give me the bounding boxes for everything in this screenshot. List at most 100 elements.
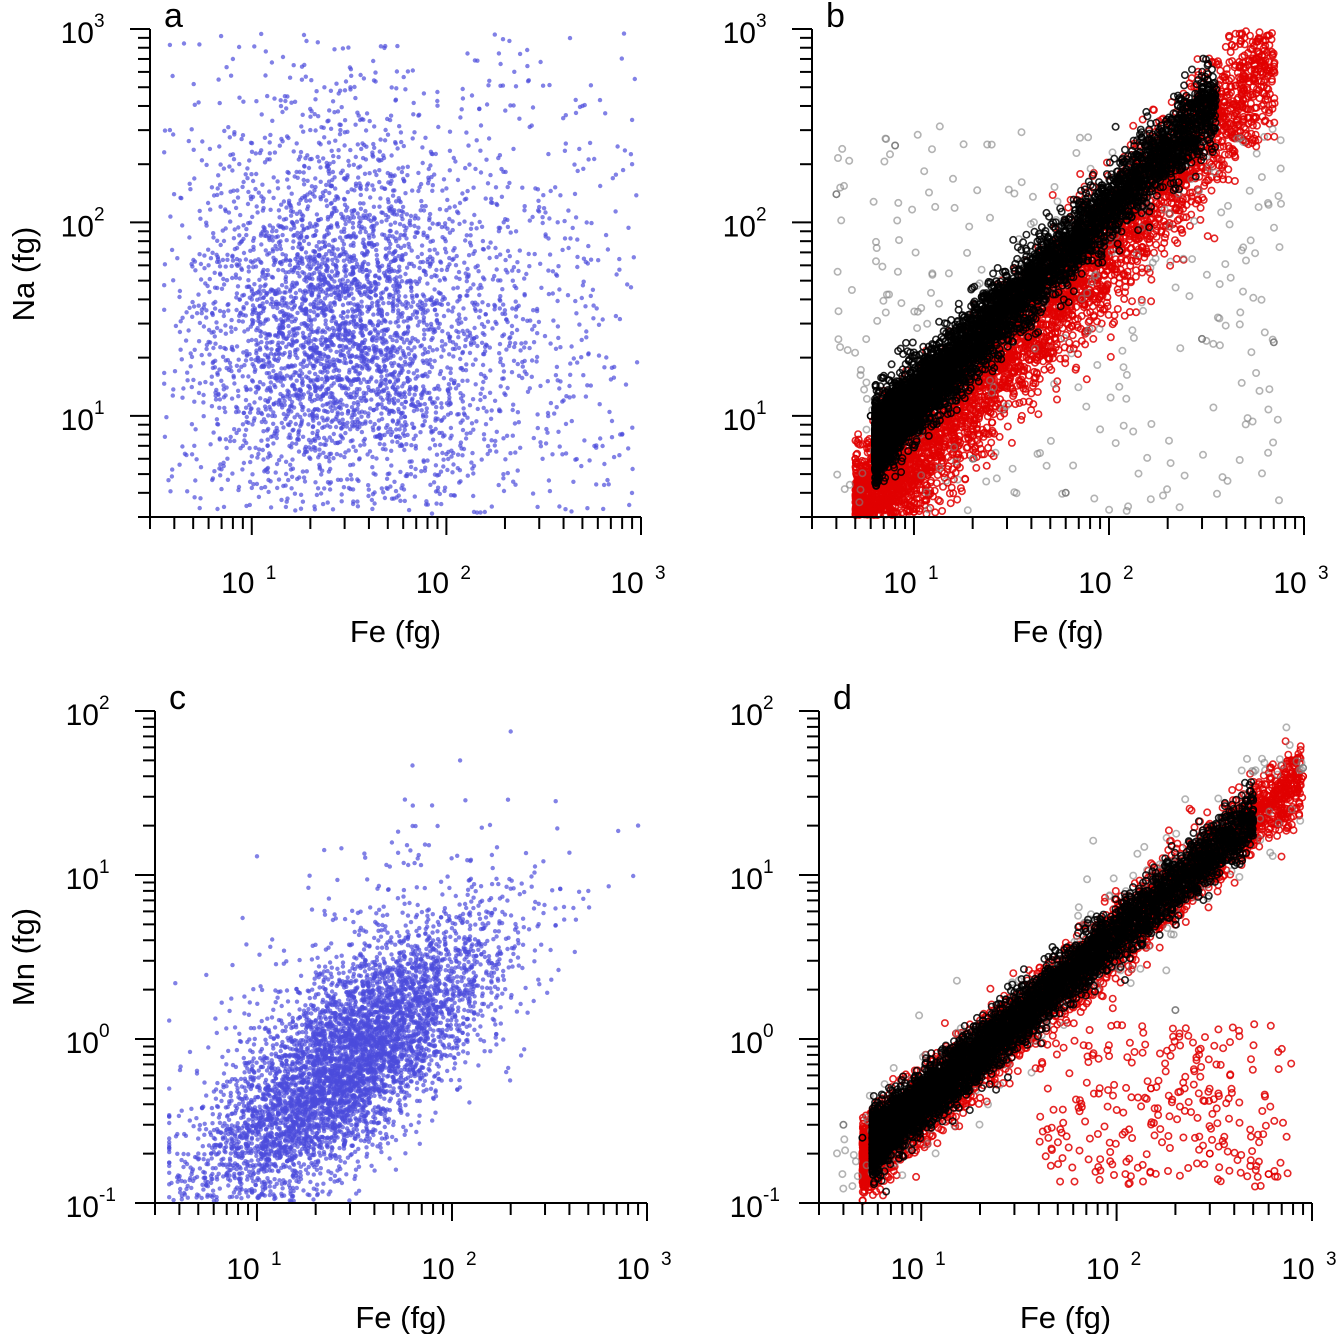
data-point xyxy=(208,442,212,446)
data-point xyxy=(190,127,194,131)
data-point xyxy=(389,463,393,467)
data-point xyxy=(538,60,542,64)
data-point xyxy=(394,141,398,145)
data-point xyxy=(476,286,480,290)
data-point xyxy=(246,190,250,194)
data-point xyxy=(465,233,469,237)
data-point xyxy=(174,324,178,328)
data-point xyxy=(568,36,572,40)
data-point xyxy=(259,439,263,443)
data-point xyxy=(456,286,460,290)
data-point xyxy=(200,311,204,315)
data-point xyxy=(242,461,246,465)
data-point xyxy=(610,435,614,439)
data-point xyxy=(407,508,411,512)
data-point xyxy=(236,195,240,199)
data-point xyxy=(192,82,196,86)
data-point xyxy=(421,458,425,462)
data-point xyxy=(276,186,280,190)
data-point xyxy=(257,278,261,282)
data-point xyxy=(385,117,389,121)
data-point xyxy=(385,477,389,481)
data-point xyxy=(321,156,325,160)
data-point xyxy=(345,314,349,318)
data-point xyxy=(226,478,230,482)
data-point xyxy=(219,329,223,333)
data-point xyxy=(214,397,218,401)
data-point xyxy=(280,252,284,256)
data-point xyxy=(598,98,602,102)
data-point xyxy=(324,455,328,459)
data-point xyxy=(162,308,166,312)
data-point xyxy=(197,391,201,395)
data-point xyxy=(456,178,460,182)
data-point xyxy=(400,483,404,487)
data-point xyxy=(575,255,579,259)
data-point xyxy=(464,368,468,372)
data-point xyxy=(488,240,492,244)
data-point xyxy=(615,144,619,148)
data-point xyxy=(413,235,417,239)
data-point xyxy=(394,239,398,243)
data-point xyxy=(222,395,226,399)
data-point xyxy=(609,377,613,381)
data-point xyxy=(435,251,439,255)
data-point xyxy=(430,189,434,193)
data-point xyxy=(560,248,564,252)
data-point xyxy=(500,287,504,291)
data-point xyxy=(333,238,337,242)
data-point xyxy=(198,209,202,213)
data-point xyxy=(173,369,177,373)
data-point xyxy=(578,105,582,109)
data-point xyxy=(206,201,210,205)
data-point xyxy=(430,511,434,515)
data-point xyxy=(517,117,521,121)
data-point xyxy=(489,417,493,421)
data-point xyxy=(548,252,552,256)
data-point xyxy=(444,452,448,456)
data-point xyxy=(512,70,516,74)
data-point xyxy=(248,460,252,464)
data-point xyxy=(457,312,461,316)
data-point xyxy=(230,264,234,268)
data-point xyxy=(461,87,465,91)
data-point xyxy=(301,469,305,473)
data-point xyxy=(307,242,311,246)
data-point xyxy=(175,256,179,260)
data-point xyxy=(497,483,501,487)
data-point xyxy=(517,304,521,308)
data-point xyxy=(601,317,605,321)
data-point xyxy=(513,450,517,454)
data-point xyxy=(284,106,288,110)
data-point xyxy=(574,111,578,115)
data-point xyxy=(373,422,377,426)
data-point xyxy=(611,176,615,180)
data-point xyxy=(222,166,226,170)
data-point xyxy=(239,137,243,141)
data-point xyxy=(362,76,366,80)
data-point xyxy=(218,473,222,477)
data-point xyxy=(331,160,335,164)
data-point xyxy=(530,358,534,362)
data-point xyxy=(504,268,508,272)
data-point xyxy=(360,430,364,434)
data-point xyxy=(260,183,264,187)
data-point xyxy=(551,291,555,295)
data-point xyxy=(300,218,304,222)
data-point xyxy=(605,478,609,482)
data-point xyxy=(280,283,284,287)
data-point xyxy=(365,111,369,115)
data-point xyxy=(375,257,379,261)
data-point xyxy=(193,348,197,352)
data-point xyxy=(633,77,637,81)
data-point xyxy=(563,236,567,240)
data-point xyxy=(546,268,550,272)
data-point xyxy=(233,327,237,331)
data-point xyxy=(235,188,239,192)
data-point xyxy=(519,341,523,345)
data-point xyxy=(331,418,335,422)
data-point xyxy=(557,504,561,508)
data-point xyxy=(395,212,399,216)
data-point xyxy=(364,230,368,234)
data-point xyxy=(621,168,625,172)
